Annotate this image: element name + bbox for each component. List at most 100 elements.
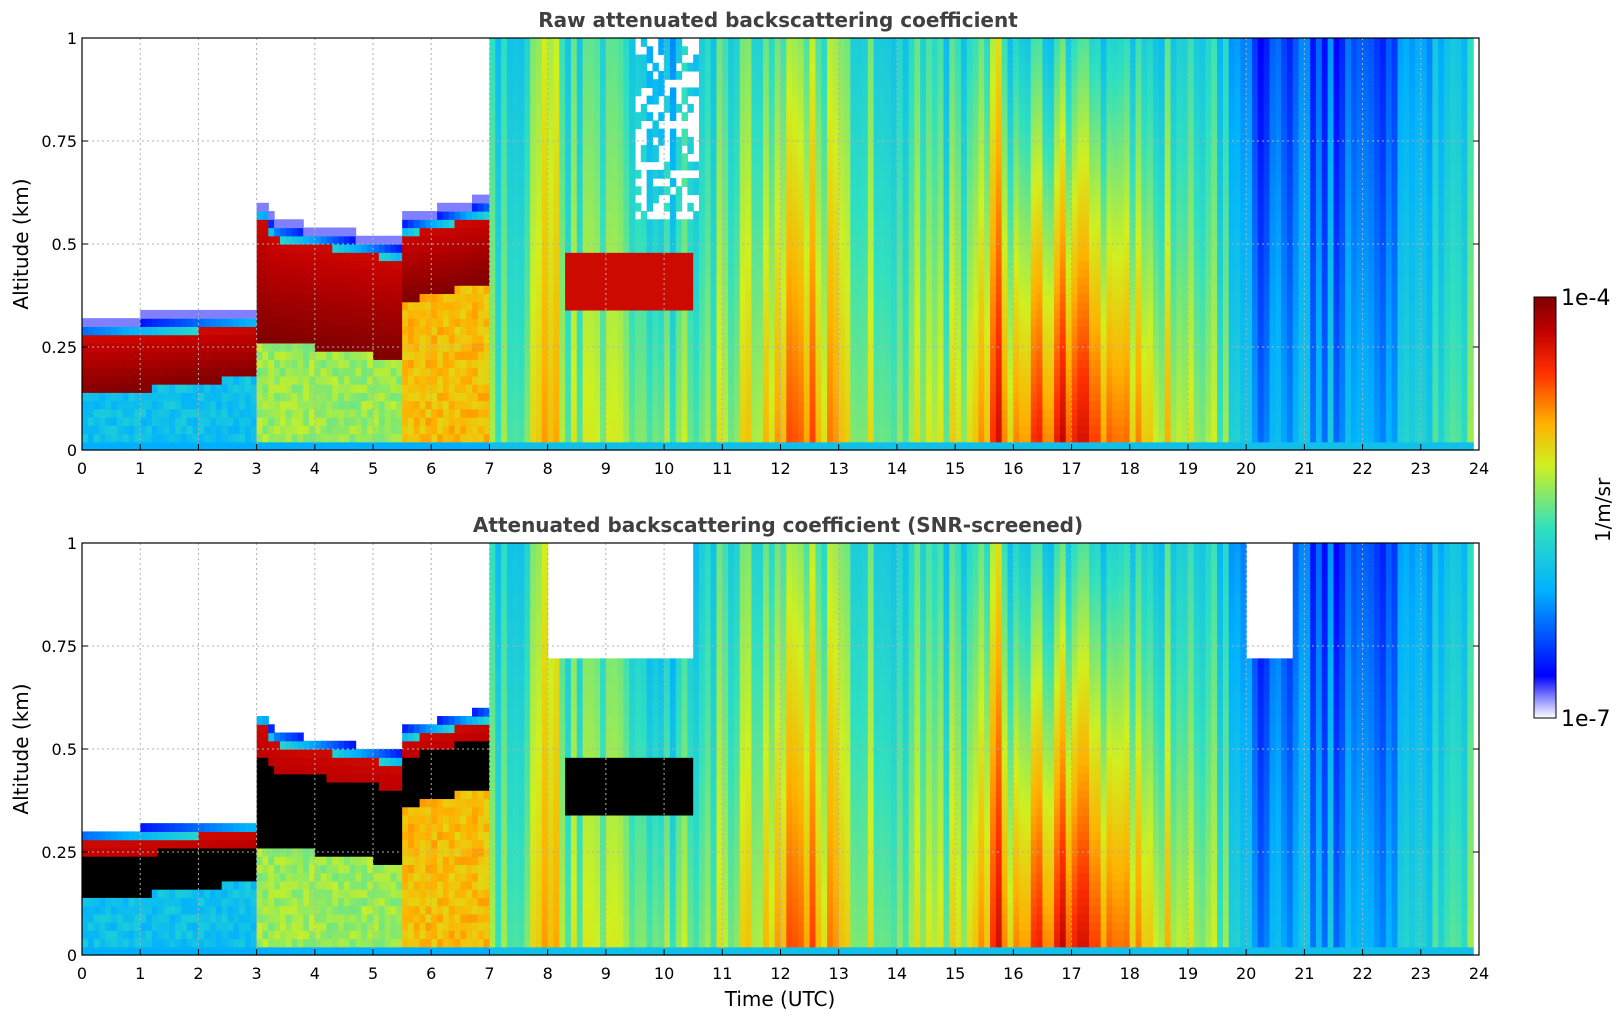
heatmap-cell (868, 228, 874, 237)
heatmap-cell (420, 351, 426, 360)
heatmap-cell (524, 335, 530, 344)
heatmap-cell (158, 376, 164, 385)
heatmap-cell (379, 351, 385, 360)
heatmap-cell (228, 434, 234, 443)
heatmap-cell (123, 318, 129, 327)
heatmap-cell (146, 368, 152, 377)
heatmap-cell (94, 392, 100, 401)
heatmap-cell (821, 285, 827, 294)
heatmap-cell (606, 359, 612, 368)
heatmap-cell (350, 359, 356, 368)
heatmap-cell (338, 228, 344, 237)
heatmap-cell (577, 203, 583, 212)
heatmap-cell (297, 326, 303, 335)
heatmap-cell (821, 351, 827, 360)
heatmap-cell (682, 335, 688, 344)
heatmap-cell (408, 368, 414, 377)
heatmap-cell (583, 359, 589, 368)
heatmap-cell (885, 392, 891, 401)
heatmap-cell (420, 310, 426, 319)
heatmap-cell (350, 392, 356, 401)
heatmap-cell (431, 434, 437, 443)
heatmap-cell (728, 112, 734, 121)
heatmap-cell (489, 368, 495, 377)
heatmap-cell (431, 368, 437, 377)
heatmap-cell (618, 211, 624, 220)
heatmap-cell (623, 170, 629, 179)
heatmap-cell (687, 318, 693, 327)
heatmap-cell (449, 302, 455, 311)
heatmap-cell (856, 310, 862, 319)
heatmap-cell (495, 46, 501, 55)
heatmap-cell (443, 417, 449, 426)
heatmap-cell (850, 260, 856, 269)
heatmap-cell (740, 409, 746, 418)
heatmap-cell (641, 112, 647, 121)
heatmap-cell (845, 252, 851, 261)
heatmap-cell (519, 145, 525, 154)
heatmap-cell (676, 203, 682, 212)
heatmap-cell (280, 310, 286, 319)
heatmap-cell (751, 401, 757, 410)
heatmap-cell (373, 368, 379, 377)
heatmap-cell (495, 434, 501, 443)
heatmap-cell (781, 195, 787, 204)
heatmap-cell (746, 285, 752, 294)
heatmap-cell (478, 401, 484, 410)
heatmap-cell (676, 285, 682, 294)
heatmap-cell (746, 310, 752, 319)
heatmap-cell (449, 392, 455, 401)
heatmap-cell (292, 351, 298, 360)
heatmap-cell (414, 417, 420, 426)
heatmap-cell (874, 376, 880, 385)
heatmap-cell (664, 293, 670, 302)
heatmap-cell (524, 417, 530, 426)
heatmap-cell (373, 409, 379, 418)
heatmap-cell (292, 318, 298, 327)
heatmap-cell (618, 38, 624, 47)
heatmap-cell (169, 359, 175, 368)
heatmap-cell (722, 96, 728, 105)
heatmap-cell (472, 219, 478, 228)
heatmap-cell (845, 63, 851, 72)
heatmap-cell (292, 384, 298, 393)
heatmap-cell (682, 178, 688, 187)
heatmap-cell (623, 252, 629, 261)
heatmap-cell (489, 293, 495, 302)
heatmap-cell (99, 351, 105, 360)
heatmap-cell (647, 335, 653, 344)
heatmap-cell (757, 178, 763, 187)
heatmap-cell (239, 417, 245, 426)
heatmap-cell (652, 195, 658, 204)
heatmap-cell (303, 434, 309, 443)
heatmap-cell (187, 335, 193, 344)
heatmap-cell (321, 285, 327, 294)
heatmap-cell (868, 310, 874, 319)
heatmap-cell (815, 318, 821, 327)
heatmap-cell (722, 285, 728, 294)
heatmap-cell (402, 244, 408, 253)
heatmap-cell (356, 302, 362, 311)
heatmap-cell (862, 170, 868, 179)
heatmap-cell (874, 244, 880, 253)
heatmap-cell (361, 277, 367, 286)
heatmap-cell (449, 417, 455, 426)
heatmap-cell (350, 384, 356, 393)
heatmap-cell (711, 368, 717, 377)
heatmap-cell (222, 318, 228, 327)
heatmap-cell (786, 178, 792, 187)
heatmap-cell (385, 310, 391, 319)
heatmap-cell (839, 203, 845, 212)
heatmap-cell (82, 409, 88, 418)
heatmap-cell (262, 376, 268, 385)
heatmap-cell (850, 401, 856, 410)
heatmap-cell (699, 335, 705, 344)
heatmap-cell (652, 145, 658, 154)
heatmap-cell (885, 211, 891, 220)
heatmap-cell (513, 153, 519, 162)
heatmap-cell (524, 79, 530, 88)
heatmap-cell (670, 293, 676, 302)
heatmap-cell (571, 145, 577, 154)
heatmap-cell (635, 293, 641, 302)
heatmap-cell (379, 401, 385, 410)
